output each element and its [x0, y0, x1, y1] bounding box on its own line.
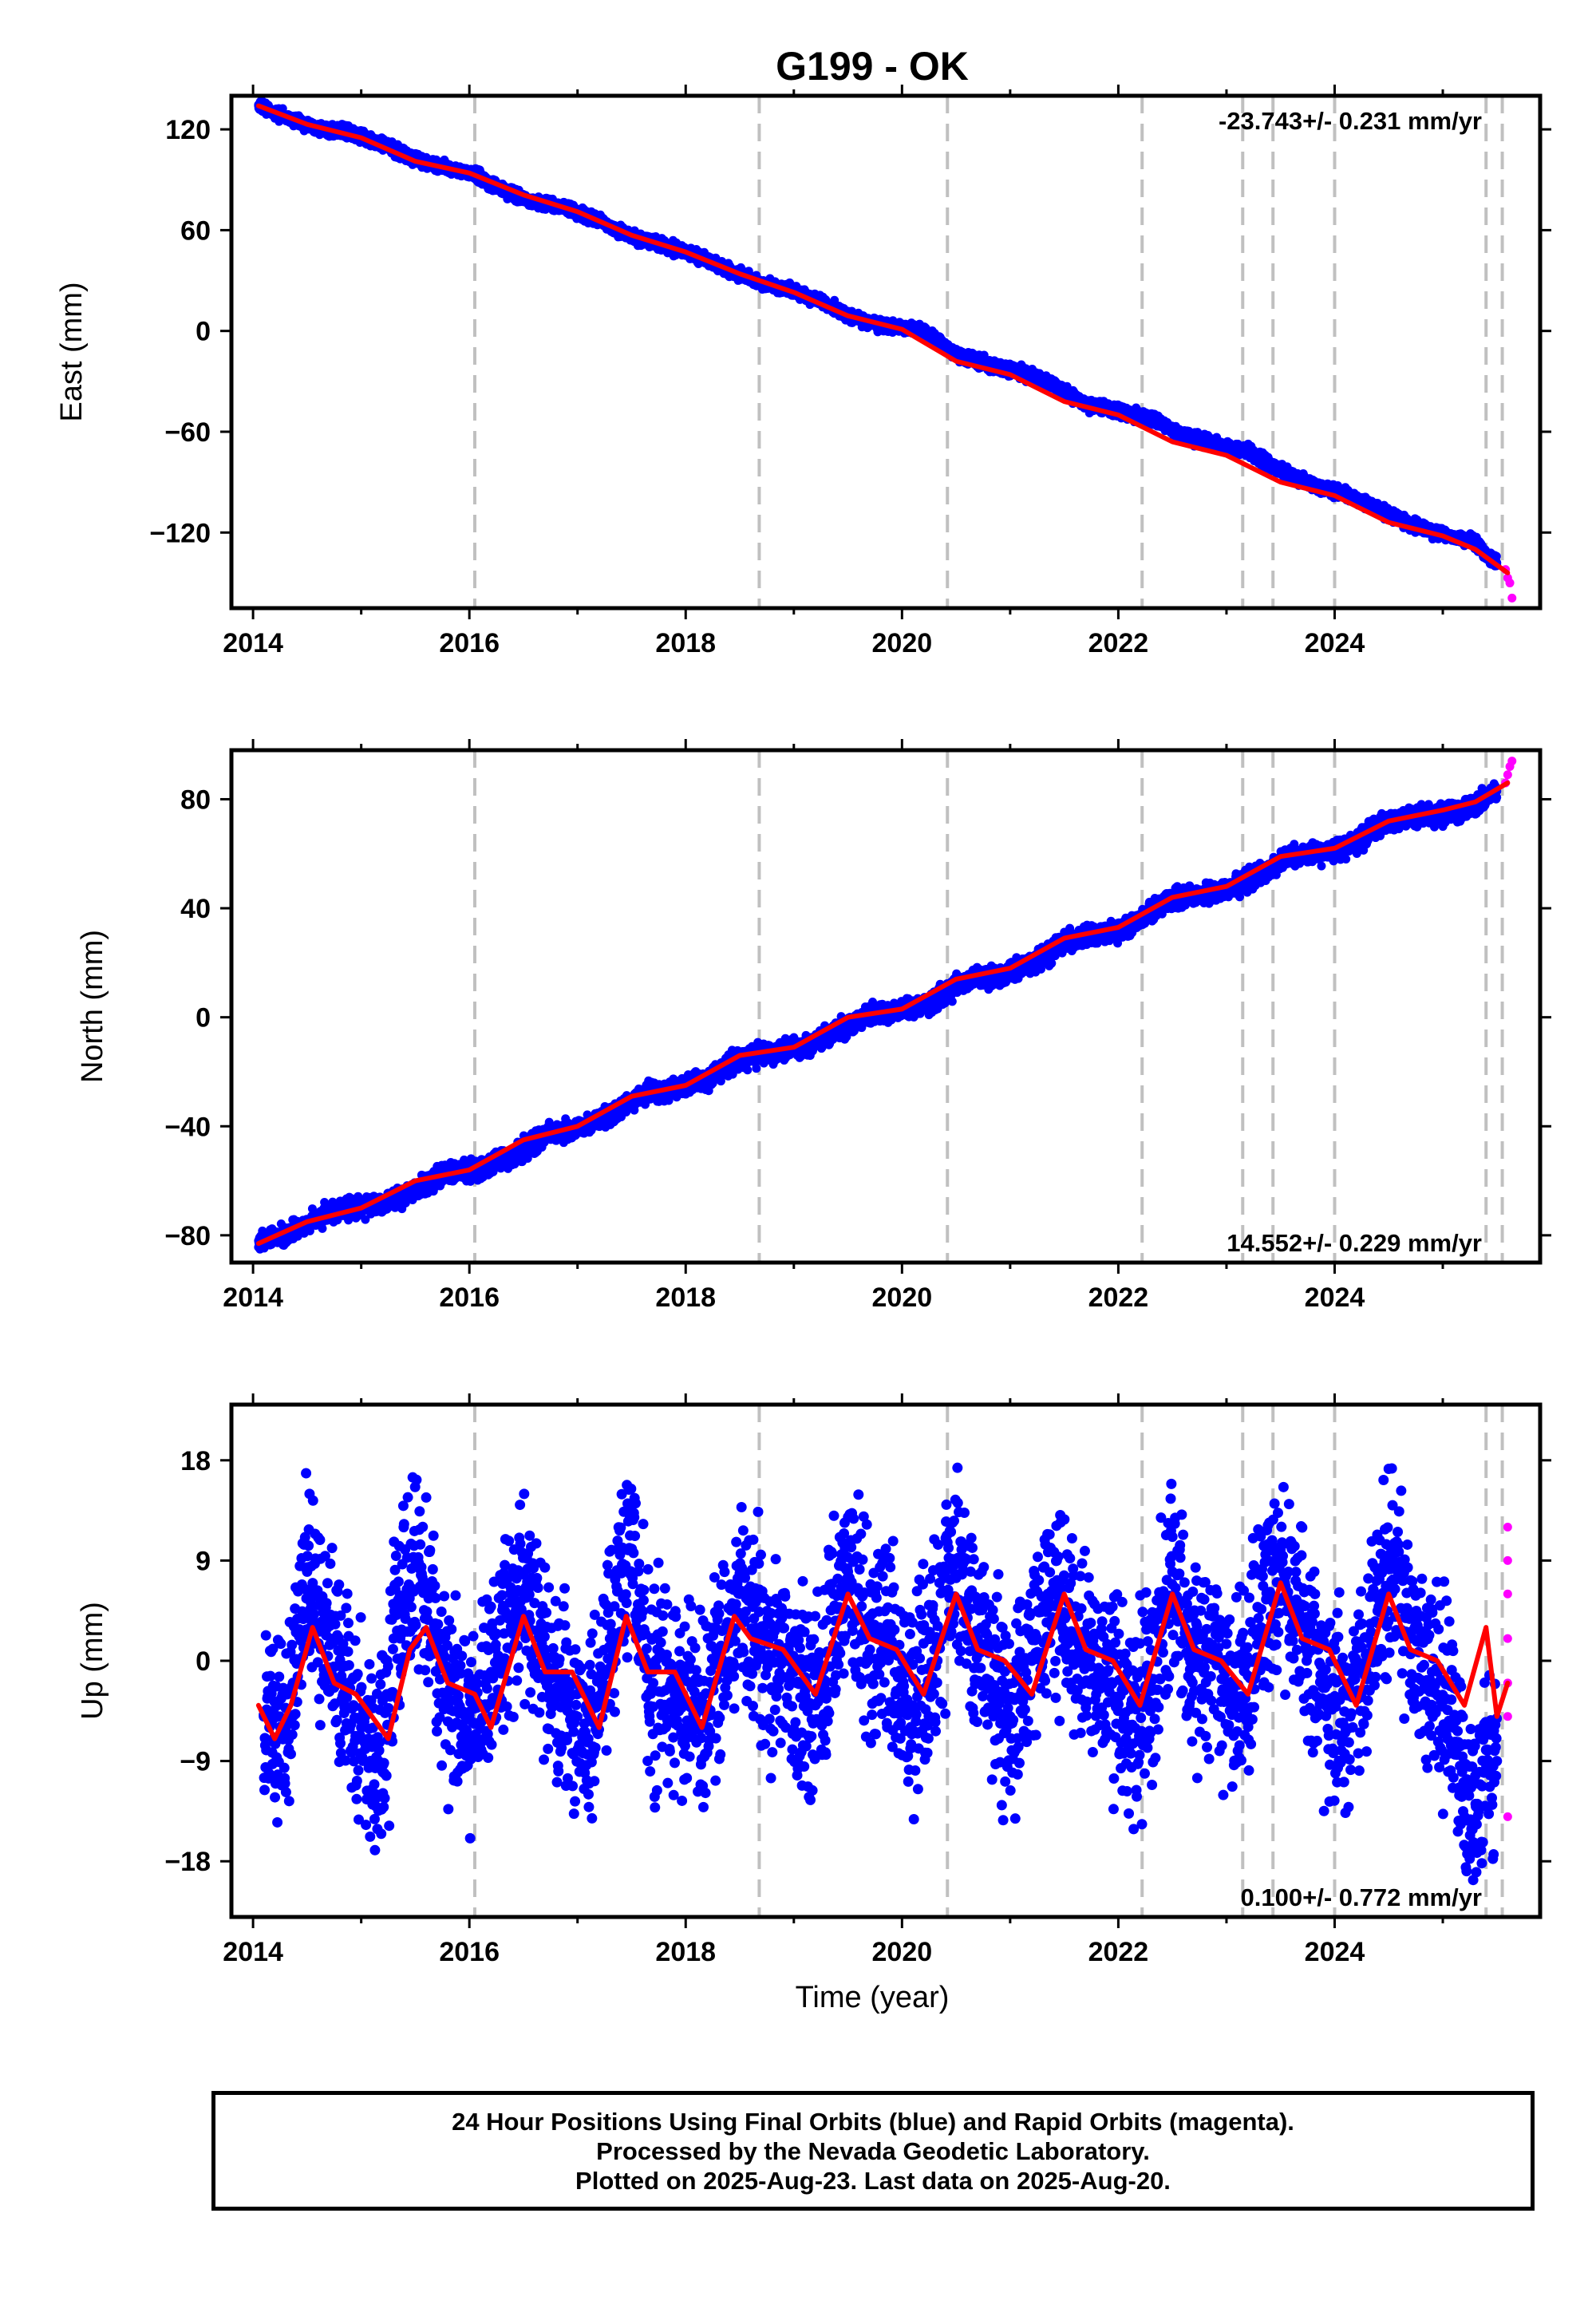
east-rate-label: -23.743+/- 0.231 mm/yr	[1219, 107, 1482, 135]
east-final-point	[1276, 465, 1286, 475]
east-y-tick-label: 0	[196, 317, 211, 347]
east-y-tick-label: −60	[164, 417, 211, 448]
north-data-marks	[254, 757, 1517, 1254]
east-final-point	[1243, 447, 1253, 456]
east-rapid-point	[1507, 593, 1517, 603]
east-final-point	[1211, 439, 1220, 449]
east-x-tick-label: 2022	[1088, 628, 1149, 658]
east-x-tick-label: 2016	[439, 628, 500, 658]
east-final-point	[1049, 380, 1058, 389]
east-final-point	[1471, 538, 1480, 547]
east-final-point	[918, 326, 928, 336]
north-panel: 2014 2016 2018 2020 2022 202480400−40−80North…	[76, 739, 1551, 1313]
east-plot-frame	[229, 93, 1543, 611]
east-data-marks	[254, 97, 1517, 603]
east-final-point	[1341, 489, 1350, 499]
east-y-axis-label: East (mm)	[55, 282, 89, 421]
east-model-line	[255, 103, 1511, 575]
east-rapid-point	[1505, 578, 1515, 587]
east-panel: 2014 2016 2018 2020 2022 2024 120 60 0 −60 −120 Eas…	[55, 85, 1551, 658]
east-x-tick-label: 2014	[223, 628, 283, 658]
east-final-point	[1373, 504, 1383, 514]
east-final-point	[1016, 366, 1025, 376]
figure-title: G199 - OK	[776, 44, 969, 89]
east-final-point	[951, 350, 961, 359]
east-y-tick-label: −120	[149, 518, 211, 548]
east-final-point	[1179, 430, 1188, 440]
north-final-point	[361, 1215, 370, 1224]
panels: 2014 2016 2018 2020 2022 2024 120 60 0 −60 −120 Eas…	[55, 85, 1551, 1967]
east-x-tick-label: 2024	[1305, 628, 1365, 658]
east-x-tick-label: 2020	[872, 628, 933, 658]
east-x-tick-label: 2018	[655, 628, 716, 658]
north-final-point	[318, 1223, 327, 1233]
east-final-point	[1146, 413, 1156, 423]
east-final-point	[1491, 551, 1501, 561]
east-y-tick-label: 120	[165, 115, 211, 145]
east-y-tick-label: 60	[180, 215, 211, 246]
